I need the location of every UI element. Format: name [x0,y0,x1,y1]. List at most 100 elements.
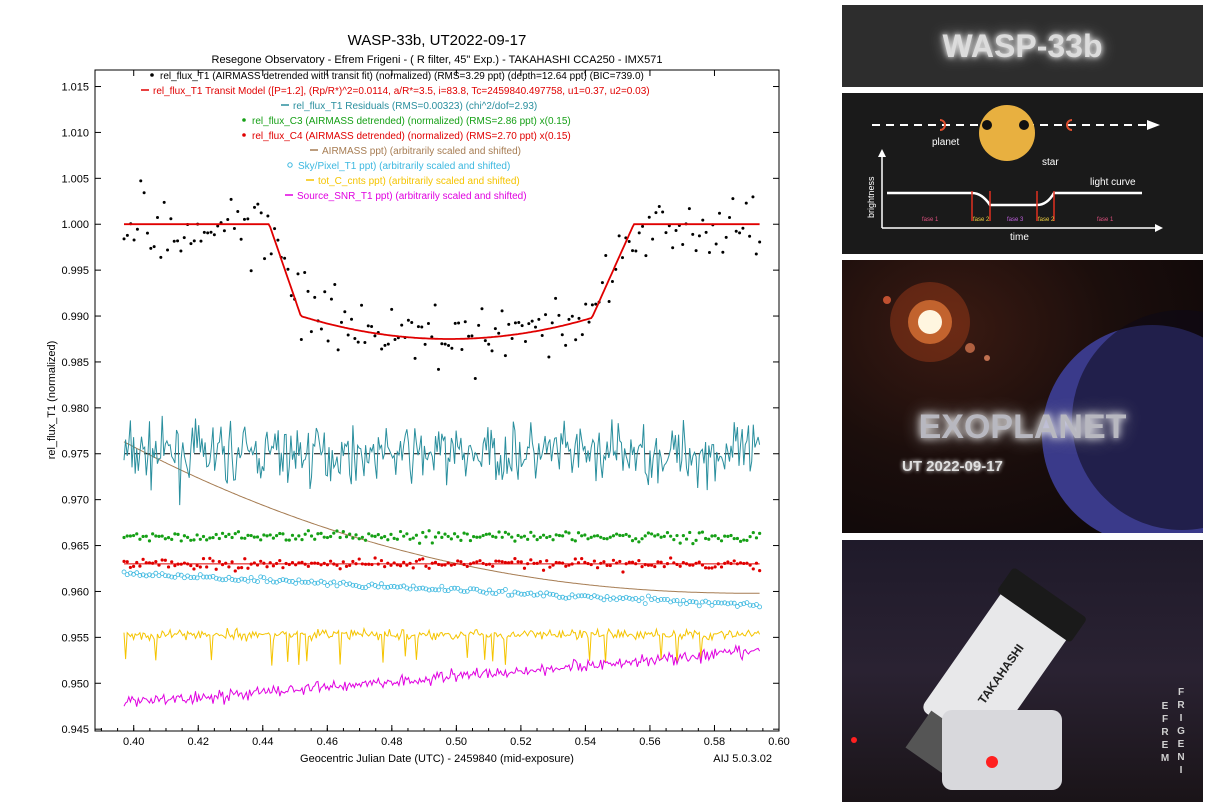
target-point [373,334,377,338]
sky-point [286,578,292,584]
sky-point [188,575,194,581]
c3-point [201,534,206,539]
sky-point [601,597,607,603]
c3-point [249,533,253,538]
c4-point [138,564,142,568]
sky-point [201,574,206,580]
target-point [189,242,193,246]
sky-point [458,588,464,594]
c3-point [294,537,298,541]
c3-point [618,533,622,537]
c3-point [723,534,727,538]
c4-point [271,564,276,568]
y-tick-label: 0.965 [61,541,89,553]
c3-point [707,537,711,541]
c3-point [449,537,453,541]
c4-point [678,564,682,568]
c3-point [138,537,142,541]
c3-point [745,538,749,543]
c3-point [475,535,479,539]
c3-point [748,535,752,539]
target-point [631,249,635,253]
target-point [209,230,213,234]
target-point [423,342,427,346]
sky-point [639,595,645,601]
target-point [222,229,226,233]
sky-point [239,576,245,582]
exoplanet-title: EXOPLANET [918,408,1127,446]
sky-point [134,570,140,576]
target-point [125,233,129,237]
target-point [490,349,494,353]
c4-point [414,559,419,563]
c4-point [627,560,631,564]
target-point [487,342,491,346]
c3-point [541,533,546,537]
c4-point [379,558,384,563]
sky-point [216,576,222,582]
target-point [744,201,748,205]
c3-point [363,538,368,542]
c4-point [659,560,663,564]
sky-point [299,579,305,585]
target-point [239,237,243,241]
sky-point [671,598,677,604]
sky-point [439,583,445,589]
target-point [604,254,608,258]
c3-point [341,529,345,534]
y-tick-label: 0.990 [61,311,89,323]
sky-point [722,600,728,606]
c3-point [281,532,285,536]
c3-point [634,537,638,541]
c4-point [618,559,622,564]
sky-point [591,593,597,599]
c3-point [649,532,654,536]
c3-point [608,535,612,539]
y-tick-label: 0.960 [61,586,89,598]
c3-point [653,534,657,538]
sky-point [509,592,515,598]
target-point [229,197,233,201]
sky-point [309,578,314,584]
target-point [410,321,414,325]
c3-point [379,536,384,540]
sky-point [426,587,432,593]
c3-point [487,532,492,536]
diagram-planet-label: planet [932,137,959,148]
sky-point [725,601,731,607]
exoplanet-art [883,282,1203,533]
c4-point [481,561,485,566]
target-point [620,256,624,260]
legend-entry: rel_flux_T1 Transit Model ([P=1.2], (Rp/… [153,86,650,97]
c4-point [751,567,755,571]
c3-point [220,531,225,535]
c4-point [519,560,523,564]
target-point [122,237,126,241]
c3-point [414,533,419,537]
target-point [497,331,501,335]
snr-line [123,643,761,707]
sky-point [754,602,759,607]
c4-point [408,561,412,565]
sky-point [744,600,750,606]
c4-point [300,560,304,564]
c3-point [208,536,212,540]
c3-point [472,534,476,539]
c4-point [602,560,606,564]
sky-point [633,596,639,601]
sky-point [404,585,410,591]
transit-model-line [124,223,760,340]
y-tick-label: 0.985 [61,357,89,369]
sky-point [410,583,416,589]
c4-point [710,566,714,570]
c3-point [278,531,282,536]
target-point [570,314,574,318]
c4-point [548,565,552,569]
c3-point [354,533,358,537]
c3-point [570,538,574,542]
c4-point [243,557,247,561]
sky-point [356,584,362,590]
c4-point [195,563,199,568]
c3-point [526,537,530,541]
target-point [607,299,611,303]
